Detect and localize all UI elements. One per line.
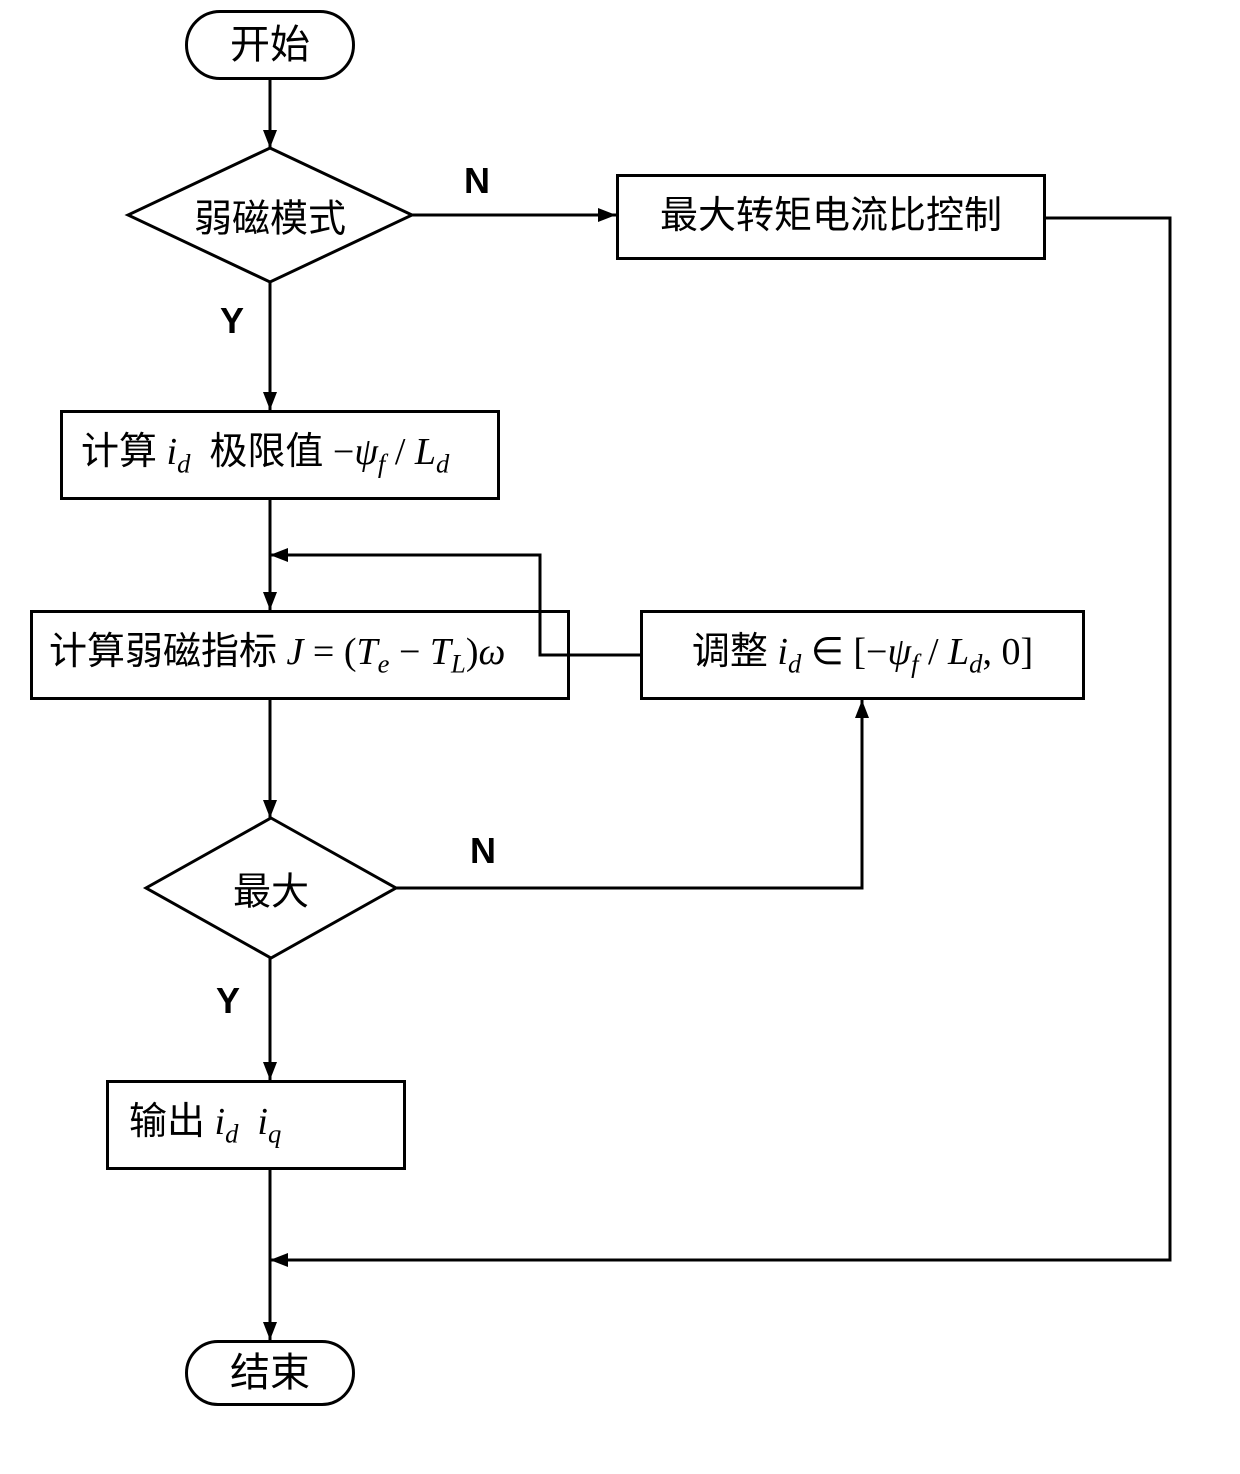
node-id-limit: 计算 id 极限值 −ψf / Ld xyxy=(60,410,500,500)
node-decision-max: 最大 xyxy=(146,818,396,958)
node-id-limit-label: 计算 id 极限值 −ψf / Ld xyxy=(81,430,449,481)
node-end-label: 结束 xyxy=(230,1349,310,1397)
node-compute-J: 计算弱磁指标 J = (Te − TL)ω xyxy=(30,610,570,700)
node-compute-J-label: 计算弱磁指标 J = (Te − TL)ω xyxy=(49,630,505,681)
node-decision-weak: 弱磁模式 xyxy=(128,148,412,282)
node-mtpa: 最大转矩电流比控制 xyxy=(616,174,1046,260)
flowchart-canvas: 开始 结束 弱磁模式 最大转矩电流比控制 计算 id 极限值 −ψf / Ld … xyxy=(0,0,1240,1474)
node-output: 输出 id iq xyxy=(106,1080,406,1170)
node-start: 开始 xyxy=(185,10,355,80)
node-adjust-id: 调整 id ∈ [−ψf / Ld, 0] xyxy=(640,610,1085,700)
node-decision-max-label: 最大 xyxy=(233,861,309,916)
node-decision-weak-label: 弱磁模式 xyxy=(194,188,346,243)
label-max-Y: Y xyxy=(216,980,240,1022)
label-weak-N: N xyxy=(464,160,490,202)
node-mtpa-label: 最大转矩电流比控制 xyxy=(660,194,1002,240)
node-end: 结束 xyxy=(185,1340,355,1406)
node-adjust-id-label: 调整 id ∈ [−ψf / Ld, 0] xyxy=(692,630,1033,681)
node-start-label: 开始 xyxy=(230,21,310,69)
label-max-N: N xyxy=(470,830,496,872)
node-output-label: 输出 id iq xyxy=(129,1100,281,1151)
label-weak-Y: Y xyxy=(220,300,244,342)
